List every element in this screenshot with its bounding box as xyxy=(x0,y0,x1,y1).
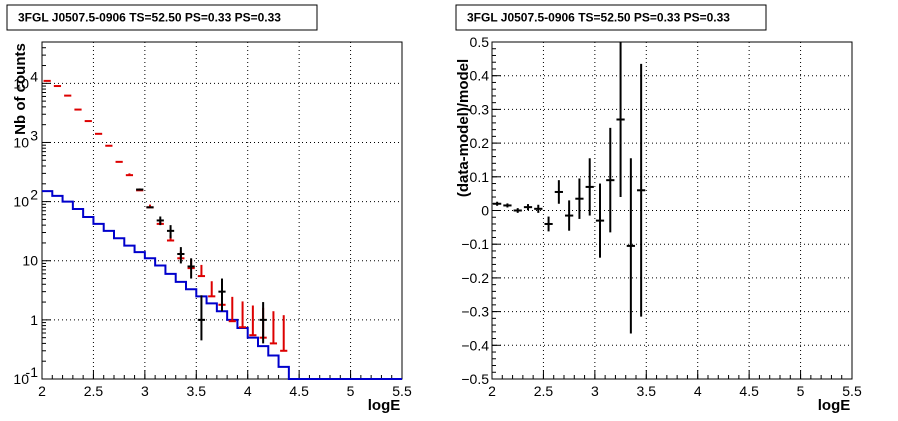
y-tick-label: 1 xyxy=(30,312,38,328)
y-tick-label: 10 xyxy=(13,194,29,210)
x-tick-label: 5.5 xyxy=(842,383,862,399)
y-tick-exponent: 4 xyxy=(30,68,38,84)
x-tick-label: 2.5 xyxy=(84,383,104,399)
x-tick-label: 4 xyxy=(244,383,252,399)
x-tick-label: 2 xyxy=(38,383,46,399)
marks-left xyxy=(42,79,402,380)
x-axis-label-right: logE xyxy=(818,397,851,414)
y-axis-label-left: Nb of counts xyxy=(12,43,29,135)
marks-right xyxy=(493,42,646,334)
y-tick-label: 0.1 xyxy=(470,169,490,185)
x-tick-label: 4 xyxy=(694,383,702,399)
y-tick-label: −0.3 xyxy=(461,304,489,320)
x-tick-label: 3.5 xyxy=(637,383,657,399)
title-box-left xyxy=(6,4,318,31)
y-tick-label: 10 xyxy=(13,75,29,91)
x-tick-label: 3.5 xyxy=(187,383,207,399)
chart-title-left: 3FGL J0507.5-0906 TS=52.50 PS=0.33 PS=0.… xyxy=(18,11,281,25)
x-tick-label: 4.5 xyxy=(739,383,759,399)
y-tick-label: 10 xyxy=(22,253,38,269)
y-axis-label-right: (data-model)/model xyxy=(455,59,472,197)
y-tick-exponent: -1 xyxy=(26,364,39,380)
y-tick-label: −0.2 xyxy=(461,270,489,286)
y-tick-exponent: 2 xyxy=(30,187,38,203)
counts-panel: 3FGL J0507.5-0906 TS=52.50 PS=0.33 PS=0.… xyxy=(6,4,412,414)
y-tick-exponent: 3 xyxy=(30,127,38,143)
x-tick-label: 3 xyxy=(141,383,149,399)
grid-left xyxy=(42,42,402,379)
grid-right xyxy=(492,42,852,379)
x-tick-label: 5.5 xyxy=(392,383,412,399)
y-tick-label: −0.5 xyxy=(461,371,489,387)
y-tick-label: −0.1 xyxy=(461,236,489,252)
y-tick-label: 0.4 xyxy=(470,68,490,84)
x-tick-label: 4.5 xyxy=(289,383,309,399)
chart-title-right: 3FGL J0507.5-0906 TS=52.50 PS=0.33 PS=0.… xyxy=(467,11,730,25)
y-tick-label: 0 xyxy=(481,203,489,219)
title-box-right xyxy=(455,4,767,31)
plot-frame-left xyxy=(41,41,403,380)
x-axis-label-left: logE xyxy=(368,397,401,414)
y-tick-label: 0.5 xyxy=(470,34,490,50)
x-tick-label: 2.5 xyxy=(534,383,554,399)
ticks-right: 2 2.5 3 3.5 4 4.5 5 5.5 −0.5 −0.4 −0.3 −0.2 −0.1 0 0.1… xyxy=(461,34,862,399)
x-tick-label: 5 xyxy=(347,383,355,399)
y-tick-label: 10 xyxy=(13,371,29,387)
y-tick-label: 0.3 xyxy=(470,101,490,117)
y-tick-label: 0.2 xyxy=(470,135,490,151)
model-step-line xyxy=(42,190,402,380)
residual-panel: 3FGL J0507.5-0906 TS=52.50 PS=0.33 PS=0.… xyxy=(455,4,862,414)
x-tick-label: 5 xyxy=(797,383,805,399)
x-tick-label: 2 xyxy=(488,383,496,399)
x-tick-label: 3 xyxy=(591,383,599,399)
y-tick-label: −0.4 xyxy=(461,337,489,353)
y-tick-label: 10 xyxy=(13,134,29,150)
